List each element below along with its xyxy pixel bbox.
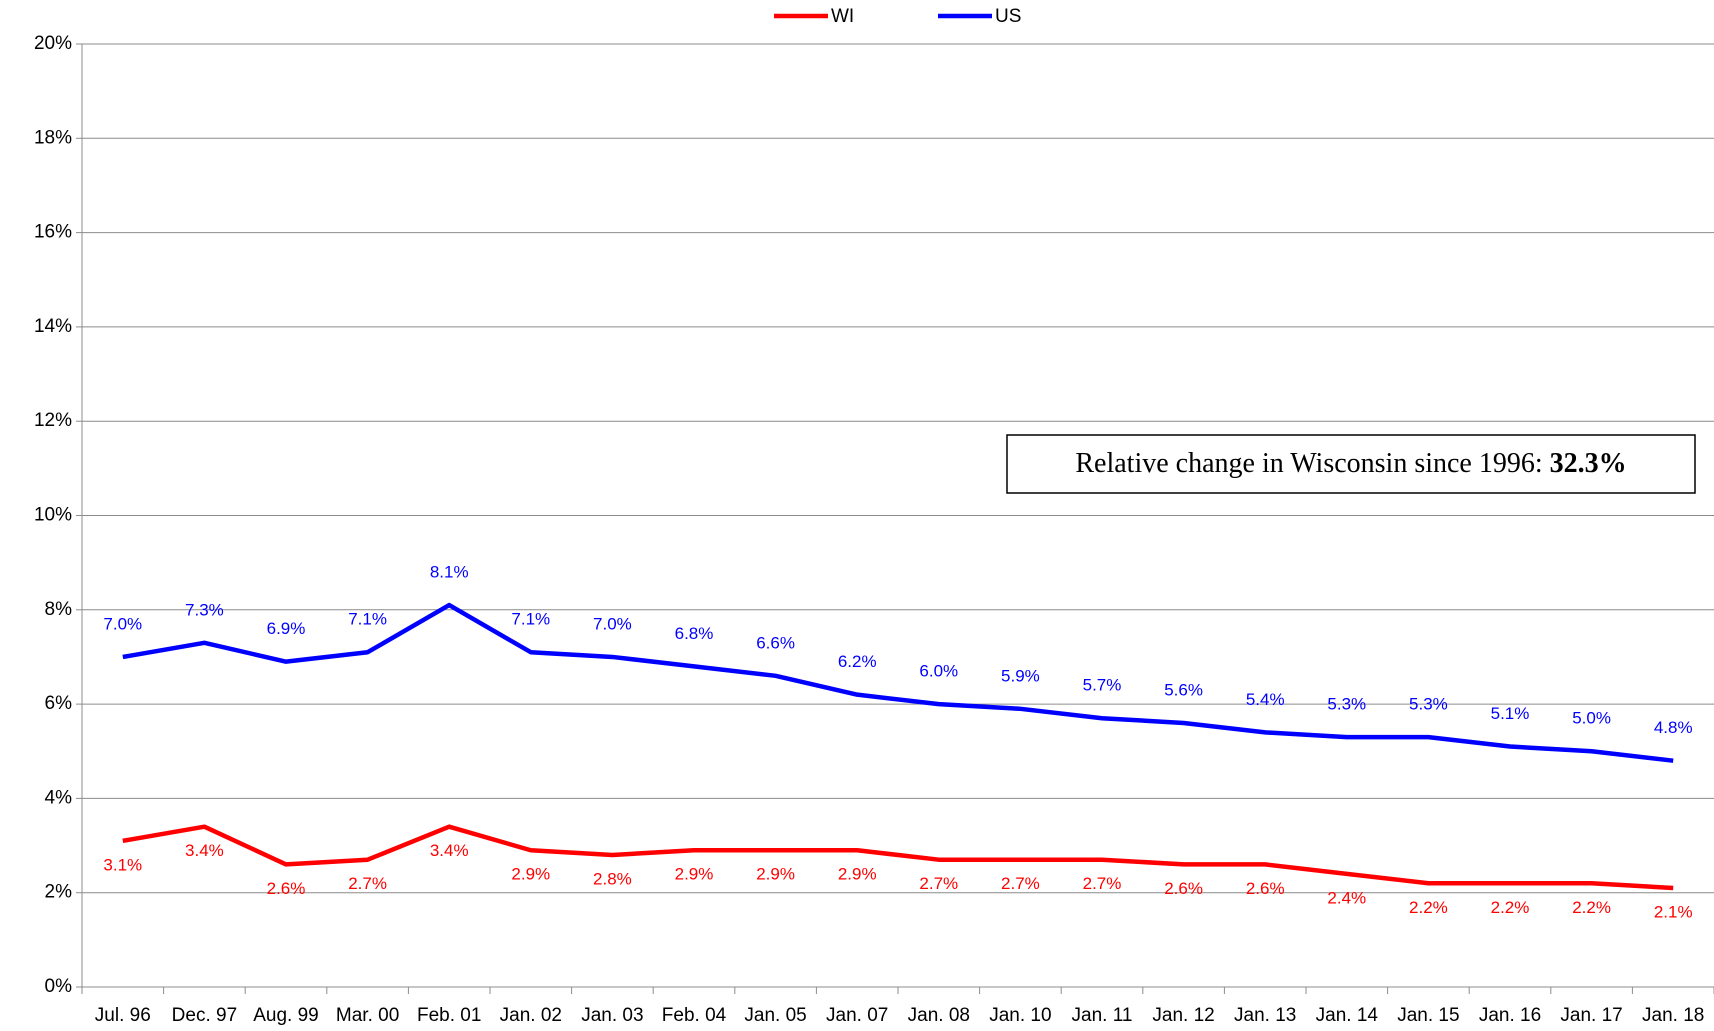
- data-label: 6.9%: [267, 619, 306, 638]
- data-label: 2.2%: [1491, 898, 1530, 917]
- data-label: 2.7%: [1083, 874, 1122, 893]
- annotation: Relative change in Wisconsin since 1996:…: [1075, 448, 1626, 479]
- y-tick-label: 6%: [45, 693, 73, 714]
- data-label: 6.6%: [756, 633, 795, 652]
- data-label: 5.0%: [1572, 709, 1611, 728]
- data-label: 3.4%: [185, 841, 224, 860]
- x-tick-label: Jan. 14: [1316, 1005, 1379, 1026]
- data-label: 5.6%: [1164, 680, 1203, 699]
- data-label: 2.2%: [1409, 898, 1448, 917]
- series-line: [122, 602, 1674, 763]
- data-label: 3.1%: [103, 855, 142, 874]
- x-tick-label: Jan. 15: [1397, 1005, 1459, 1026]
- annotation-box: [1006, 434, 1696, 494]
- data-label: 2.9%: [675, 865, 714, 884]
- x-tick-label: Aug. 99: [253, 1005, 319, 1026]
- data-label: 6.8%: [675, 624, 714, 643]
- data-label: 2.9%: [838, 865, 877, 884]
- y-tick-label: 4%: [45, 787, 73, 808]
- data-label: 5.4%: [1246, 690, 1285, 709]
- x-tick-label: Jan. 10: [989, 1005, 1051, 1026]
- data-label: 4.8%: [1654, 718, 1693, 737]
- data-label: 8.1%: [430, 563, 469, 582]
- data-label: 5.9%: [1001, 666, 1040, 685]
- x-tick-label: Feb. 04: [662, 1005, 727, 1026]
- data-label: 2.6%: [1164, 879, 1203, 898]
- x-tick-label: Jan. 16: [1479, 1005, 1541, 1026]
- data-label: 2.2%: [1572, 898, 1611, 917]
- x-tick-label: Jan. 11: [1072, 1005, 1133, 1026]
- data-label: 6.2%: [838, 652, 877, 671]
- data-label: 7.1%: [348, 610, 387, 629]
- x-tick-label: Feb. 01: [417, 1005, 481, 1026]
- annotation-text: Relative change in Wisconsin since 1996:: [1075, 448, 1542, 479]
- y-tick-label: 20%: [34, 33, 72, 54]
- data-label: 7.3%: [185, 600, 224, 619]
- data-label: 7.0%: [593, 614, 632, 633]
- y-tick-label: 14%: [34, 316, 72, 337]
- x-tick-label: Jan. 17: [1560, 1005, 1622, 1026]
- x-tick-label: Jan. 03: [581, 1005, 643, 1026]
- data-label: 5.1%: [1491, 704, 1530, 723]
- y-tick-label: 8%: [45, 599, 73, 620]
- x-tick-label: Jan. 18: [1642, 1005, 1704, 1026]
- x-tick-label: Dec. 97: [172, 1005, 237, 1026]
- data-label: 2.9%: [511, 865, 550, 884]
- data-label: 3.4%: [430, 841, 469, 860]
- annotation-emphasis: 32.3%: [1550, 448, 1627, 479]
- series-line: [122, 824, 1674, 891]
- data-label: 2.6%: [1246, 879, 1285, 898]
- data-label: 7.1%: [511, 610, 550, 629]
- data-label: 2.7%: [1001, 874, 1040, 893]
- data-label: 5.7%: [1083, 676, 1122, 695]
- x-tick-label: Jan. 02: [500, 1005, 562, 1026]
- x-tick-label: Jan. 08: [908, 1005, 970, 1026]
- data-label: 2.8%: [593, 869, 632, 888]
- data-label: 7.0%: [103, 614, 142, 633]
- data-label: 2.6%: [267, 879, 306, 898]
- data-label: 2.1%: [1654, 902, 1693, 921]
- data-label: 6.0%: [919, 662, 958, 681]
- legend-label: WI: [831, 6, 854, 27]
- x-tick-label: Mar. 00: [336, 1005, 399, 1026]
- legend-label: US: [995, 6, 1021, 27]
- data-label: 2.4%: [1327, 888, 1366, 907]
- y-tick-label: 12%: [34, 410, 72, 431]
- data-label: 2.7%: [348, 874, 387, 893]
- x-tick-label: Jul. 96: [95, 1005, 151, 1026]
- y-tick-label: 0%: [45, 976, 73, 997]
- x-tick-label: Jan. 07: [826, 1005, 888, 1026]
- data-label: 2.7%: [919, 874, 958, 893]
- x-tick-label: Jan. 13: [1234, 1005, 1296, 1026]
- data-label: 5.3%: [1327, 695, 1366, 714]
- data-label: 2.9%: [756, 865, 795, 884]
- data-label: 5.3%: [1409, 695, 1448, 714]
- x-tick-label: Jan. 05: [744, 1005, 806, 1026]
- y-tick-label: 2%: [45, 882, 73, 903]
- x-tick-label: Jan. 12: [1152, 1005, 1214, 1026]
- y-tick-label: 10%: [34, 505, 72, 526]
- y-tick-label: 16%: [34, 222, 72, 243]
- y-tick-label: 18%: [34, 127, 72, 148]
